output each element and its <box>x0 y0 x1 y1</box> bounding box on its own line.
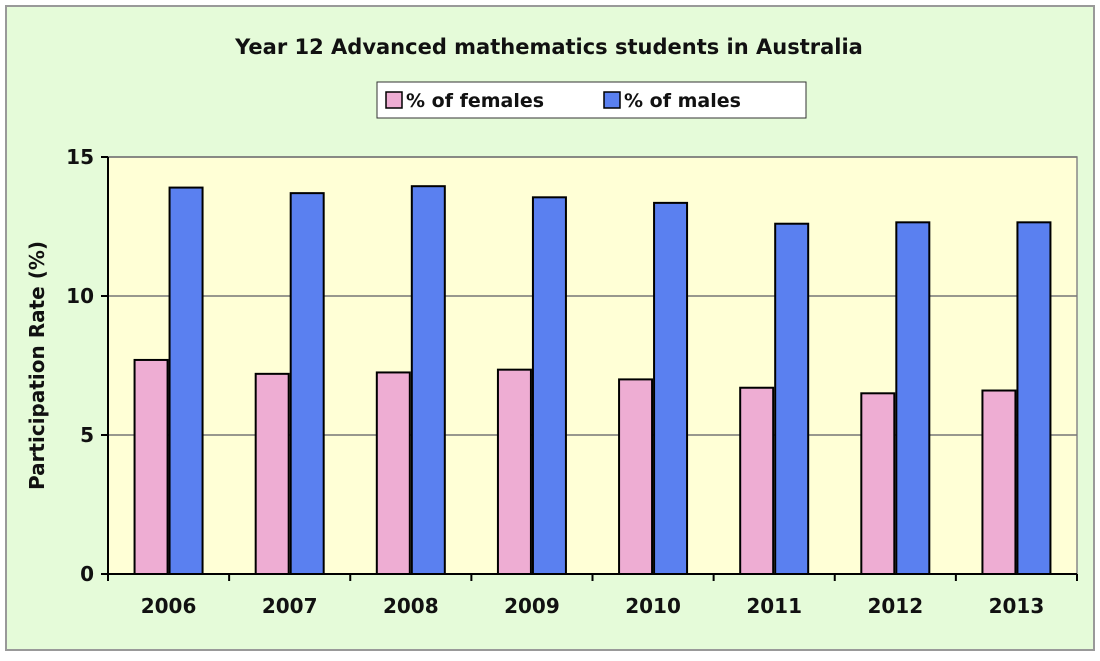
bar-males-2006 <box>168 186 204 576</box>
legend-label-males: % of males <box>624 90 741 112</box>
bar-females-2009 <box>496 368 532 576</box>
legend: % of females % of males <box>376 81 807 119</box>
bar-females-2010 <box>618 378 654 575</box>
bars <box>133 185 1052 576</box>
bar-males-2010 <box>653 201 689 575</box>
legend-swatch-females <box>385 91 403 109</box>
bar-males-2013 <box>1016 221 1052 576</box>
bar-females-2006 <box>133 358 169 575</box>
bar-males-2007 <box>289 192 325 575</box>
axes <box>101 156 1078 581</box>
y-tick-label: 15 <box>66 145 94 169</box>
legend-box <box>376 81 807 119</box>
x-tick-labels: 2006 2007 2008 2009 2010 2011 2012 2013 <box>141 594 1045 618</box>
y-tick-label: 5 <box>80 423 94 447</box>
x-tick-label: 2013 <box>989 594 1045 618</box>
legend-swatch-males <box>603 91 621 109</box>
bar-males-2012 <box>895 221 931 576</box>
bar-males-2011 <box>774 222 810 575</box>
bar-females-2008 <box>375 371 411 576</box>
x-tick-label: 2007 <box>262 594 318 618</box>
y-axis-label: Participation Rate (%) <box>25 241 49 490</box>
plot-area <box>107 156 1078 575</box>
chart-title: Year 12 Advanced mathematics students in… <box>234 35 863 59</box>
y-tick-labels: 0 5 10 15 <box>66 145 94 586</box>
x-tick-label: 2009 <box>504 594 560 618</box>
x-tick-label: 2011 <box>746 594 802 618</box>
bar-females-2012 <box>860 392 896 575</box>
legend-label-females: % of females <box>406 90 544 112</box>
bar-females-2007 <box>254 372 290 575</box>
x-tick-label: 2008 <box>383 594 439 618</box>
x-tick-label: 2012 <box>867 594 923 618</box>
bar-females-2013 <box>981 389 1017 575</box>
x-tick-label: 2010 <box>625 594 681 618</box>
bar-males-2009 <box>531 196 567 575</box>
bar-females-2011 <box>739 386 775 575</box>
y-tick-label: 0 <box>80 562 94 586</box>
x-tick-label: 2006 <box>141 594 197 618</box>
bar-males-2008 <box>410 185 446 575</box>
y-tick-label: 10 <box>66 284 94 308</box>
